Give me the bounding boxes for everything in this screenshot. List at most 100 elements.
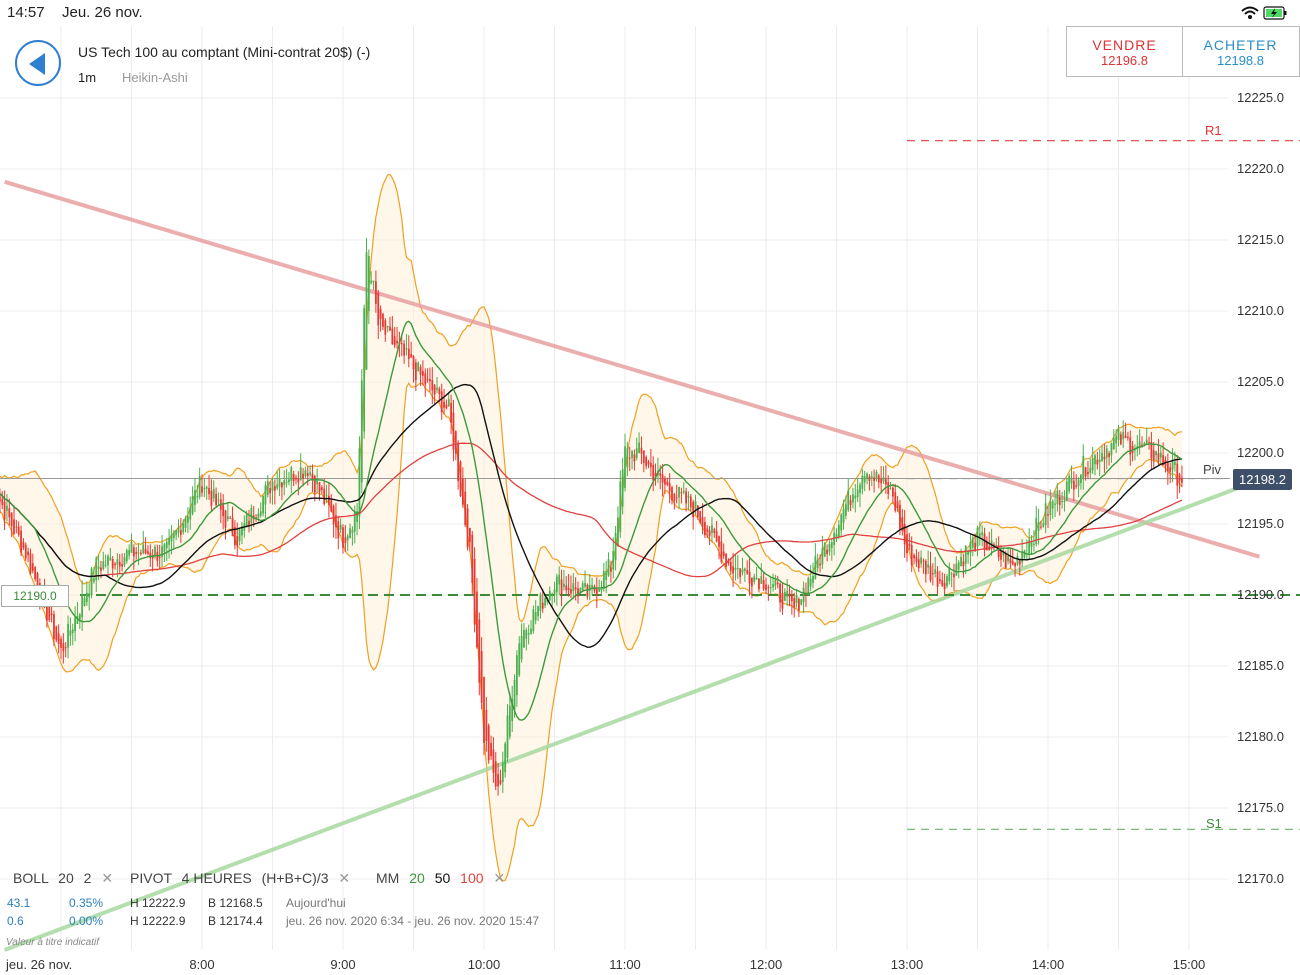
- candle-body: [783, 591, 786, 601]
- candle-body: [457, 442, 460, 482]
- candle-body: [276, 484, 279, 489]
- candle-body: [868, 476, 871, 481]
- candle-body: [906, 534, 908, 554]
- candle-body: [140, 552, 142, 554]
- candle-body: [90, 568, 93, 596]
- candle-body: [560, 579, 563, 595]
- candle-body: [628, 457, 631, 459]
- candle-body: [852, 494, 854, 503]
- buy-button[interactable]: ACHETER 12198.8: [1183, 27, 1298, 76]
- candle-body: [1094, 455, 1096, 465]
- candle-body: [504, 743, 507, 773]
- legend-boll-p2: 2: [83, 870, 92, 886]
- candle-body: [696, 505, 699, 518]
- candle-body: [969, 542, 972, 554]
- status-time: 14:57: [7, 4, 45, 21]
- candle-body: [725, 553, 727, 567]
- candle-body: [981, 532, 984, 536]
- close-icon[interactable]: ✕: [493, 870, 506, 886]
- x-tick-label: 15:00: [1172, 957, 1206, 972]
- candle-body: [344, 537, 347, 544]
- candle-body: [316, 480, 319, 485]
- candle-body: [685, 491, 687, 504]
- candle-body: [689, 496, 692, 508]
- battery-charging-icon: [1263, 6, 1287, 20]
- candle-body: [8, 508, 11, 518]
- timeframe-selector[interactable]: 1m: [78, 70, 97, 85]
- candle-body: [60, 638, 62, 648]
- candle-body: [647, 461, 650, 465]
- candle-body: [816, 559, 819, 568]
- candle-body: [602, 570, 605, 589]
- candle-body: [158, 556, 161, 558]
- candle-body: [480, 651, 483, 703]
- candle-body: [833, 532, 836, 545]
- candle-body: [224, 510, 227, 528]
- candle-body: [779, 583, 781, 603]
- candle-body: [718, 536, 720, 547]
- y-tick-label: 12185.0: [1237, 658, 1284, 673]
- candle-body: [365, 252, 368, 370]
- candle-body: [671, 487, 673, 501]
- candle-body: [772, 584, 774, 588]
- current-price-tag: 12198.2: [1233, 469, 1292, 490]
- candle-body: [403, 343, 405, 356]
- candle-body: [896, 501, 899, 509]
- chart-type-selector[interactable]: Heikin-Ashi: [122, 70, 188, 85]
- close-icon[interactable]: ✕: [101, 870, 114, 886]
- candle-body: [983, 533, 986, 551]
- candle-body: [551, 595, 554, 597]
- candle-body: [29, 553, 32, 574]
- candle-body: [548, 590, 551, 601]
- close-icon[interactable]: ✕: [338, 870, 351, 886]
- candle-body: [633, 454, 636, 462]
- candle-body: [50, 613, 53, 615]
- candle-body: [915, 556, 918, 562]
- sell-button[interactable]: VENDRE 12196.8: [1067, 27, 1183, 76]
- candle-body: [863, 475, 866, 483]
- candle-body: [715, 531, 718, 542]
- candle-body: [541, 602, 544, 609]
- candle-body: [812, 575, 814, 583]
- candle-body: [161, 546, 163, 557]
- candle-body: [234, 526, 236, 546]
- legend-mm-p1: 20: [409, 870, 425, 886]
- candle-body: [793, 598, 796, 608]
- candle-body: [532, 609, 535, 632]
- candle-body: [539, 594, 542, 612]
- chart-grid: [0, 26, 1228, 950]
- candle-body: [1077, 480, 1080, 486]
- candle-body: [304, 470, 307, 477]
- status-icons: [1240, 5, 1288, 26]
- candle-body: [729, 561, 732, 571]
- candle-body: [121, 564, 123, 567]
- horizontal-level-tag[interactable]: 12190.0: [1, 585, 69, 607]
- candle-body: [957, 562, 960, 570]
- candle-body: [15, 526, 18, 528]
- candle-body: [645, 456, 648, 467]
- candle-body: [1155, 451, 1157, 456]
- candle-body: [849, 500, 852, 505]
- back-button[interactable]: [15, 40, 61, 86]
- candle-body: [466, 508, 469, 548]
- candle-body: [248, 520, 250, 526]
- candle-body: [123, 557, 126, 566]
- candle-body: [487, 725, 490, 761]
- candle-body: [285, 481, 288, 483]
- candle-body: [111, 559, 114, 569]
- candle-body: [1176, 463, 1179, 486]
- candle-body: [974, 542, 977, 551]
- candle-body: [419, 367, 422, 376]
- candle-body: [941, 580, 944, 586]
- candle-body: [767, 587, 770, 589]
- candle-body: [302, 473, 304, 479]
- candle-body: [271, 481, 274, 491]
- candle-body: [485, 709, 488, 742]
- candle-body: [1070, 477, 1073, 484]
- candle-body: [666, 481, 669, 485]
- candle-body: [642, 450, 645, 464]
- candle-body: [386, 325, 389, 328]
- candle-body: [281, 482, 283, 488]
- candle-body: [1110, 443, 1113, 456]
